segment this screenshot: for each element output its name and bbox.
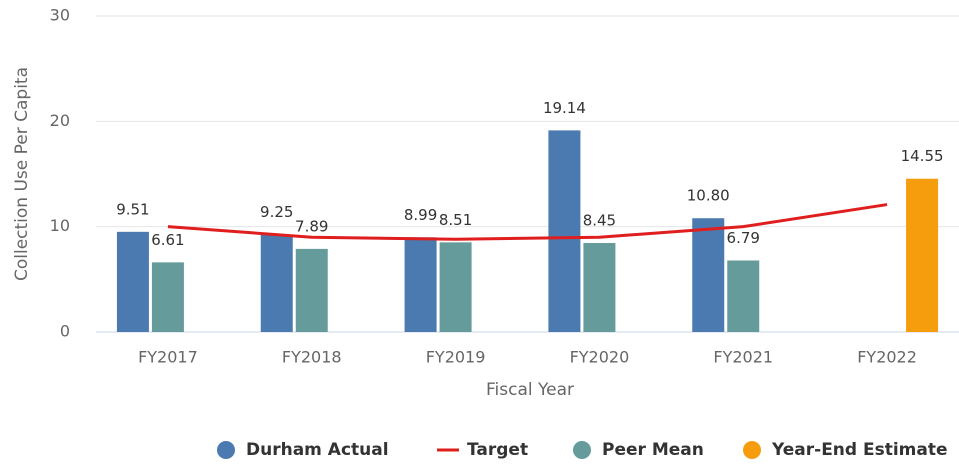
bar: [116, 231, 149, 332]
x-axis-title: Fiscal Year: [486, 380, 574, 400]
legend-label: Year-End Estimate: [771, 440, 948, 460]
bar: [439, 242, 472, 332]
legend-symbol: [573, 441, 591, 459]
y-axis-title: Collection Use Per Capita: [12, 67, 32, 281]
x-tick-label: FY2022: [857, 348, 917, 367]
data-label: 9.25: [260, 203, 293, 221]
legend-label: Durham Actual: [246, 440, 389, 460]
bar: [404, 237, 437, 332]
target-line: [167, 203, 888, 241]
data-label: 6.61: [151, 231, 184, 249]
data-label: 10.80: [687, 187, 730, 205]
bar: [295, 248, 328, 332]
data-label: 7.89: [295, 217, 328, 235]
x-tick-label: FY2021: [713, 348, 773, 367]
bar: [583, 242, 616, 332]
data-label: 8.99: [404, 206, 437, 224]
bar: [260, 234, 293, 332]
x-tick-label: FY2017: [138, 348, 198, 367]
legend-label: Peer Mean: [602, 440, 704, 460]
y-tick-label: 10: [50, 216, 70, 235]
data-label: 14.55: [901, 147, 944, 165]
y-tick-label: 20: [50, 111, 70, 130]
bar: [906, 178, 939, 332]
y-tick-label: 30: [50, 6, 70, 25]
bar: [151, 262, 184, 332]
data-label: 8.51: [439, 211, 472, 229]
bar: [727, 260, 760, 332]
bar: [548, 130, 581, 332]
x-tick-label: FY2018: [282, 348, 342, 367]
data-label: 19.14: [543, 99, 586, 117]
data-label: 9.51: [116, 200, 149, 218]
legend-symbol: [743, 441, 761, 459]
x-tick-label: FY2020: [570, 348, 630, 367]
data-label: 6.79: [727, 229, 760, 247]
data-label: 8.45: [583, 211, 616, 229]
legend-label: Target: [467, 440, 528, 460]
bar: [692, 218, 725, 332]
y-tick-label: 0: [60, 322, 70, 341]
legend-symbol: [217, 441, 235, 459]
x-tick-label: FY2019: [426, 348, 486, 367]
